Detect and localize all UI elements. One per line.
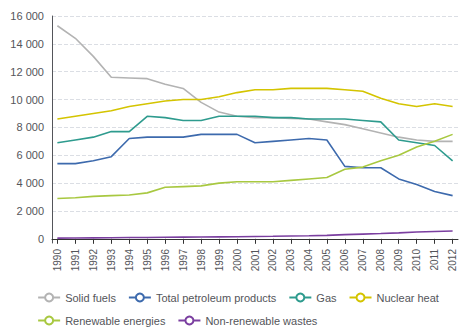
- svg-text:2003: 2003: [285, 249, 296, 272]
- svg-text:1994: 1994: [124, 249, 135, 272]
- svg-text:2010: 2010: [411, 249, 422, 272]
- svg-text:14 000: 14 000: [10, 38, 44, 50]
- svg-text:1996: 1996: [160, 249, 171, 272]
- svg-text:16 000: 16 000: [10, 10, 44, 22]
- svg-text:2006: 2006: [339, 249, 350, 272]
- svg-text:Gas: Gas: [316, 292, 337, 304]
- svg-text:12 000: 12 000: [10, 66, 44, 78]
- svg-text:2012: 2012: [447, 249, 458, 272]
- svg-text:1999: 1999: [214, 249, 225, 272]
- svg-text:2 000: 2 000: [16, 205, 44, 217]
- svg-text:0: 0: [38, 233, 44, 245]
- svg-text:1991: 1991: [70, 249, 81, 272]
- svg-text:Solid fuels: Solid fuels: [65, 292, 116, 304]
- svg-text:6 000: 6 000: [16, 149, 44, 161]
- svg-text:2009: 2009: [393, 249, 404, 272]
- svg-text:1997: 1997: [178, 249, 189, 272]
- svg-text:1995: 1995: [142, 249, 153, 272]
- svg-text:Total petroleum products: Total petroleum products: [156, 292, 277, 304]
- svg-text:10 000: 10 000: [10, 94, 44, 106]
- svg-text:2007: 2007: [357, 249, 368, 272]
- svg-text:1993: 1993: [106, 249, 117, 272]
- svg-text:2008: 2008: [375, 249, 386, 272]
- svg-text:2001: 2001: [250, 249, 261, 272]
- svg-text:1998: 1998: [196, 249, 207, 272]
- svg-text:Non-renewable wastes: Non-renewable wastes: [205, 315, 317, 327]
- svg-text:2005: 2005: [321, 249, 332, 272]
- svg-text:2004: 2004: [303, 249, 314, 272]
- svg-text:2011: 2011: [429, 249, 440, 271]
- svg-text:8 000: 8 000: [16, 121, 44, 133]
- svg-text:Nuclear heat: Nuclear heat: [377, 292, 439, 304]
- svg-text:2002: 2002: [267, 249, 278, 272]
- svg-text:2000: 2000: [232, 249, 243, 272]
- svg-text:1990: 1990: [52, 249, 63, 272]
- svg-text:Renewable energies: Renewable energies: [65, 315, 166, 327]
- svg-text:4 000: 4 000: [16, 177, 44, 189]
- svg-text:1992: 1992: [88, 249, 99, 272]
